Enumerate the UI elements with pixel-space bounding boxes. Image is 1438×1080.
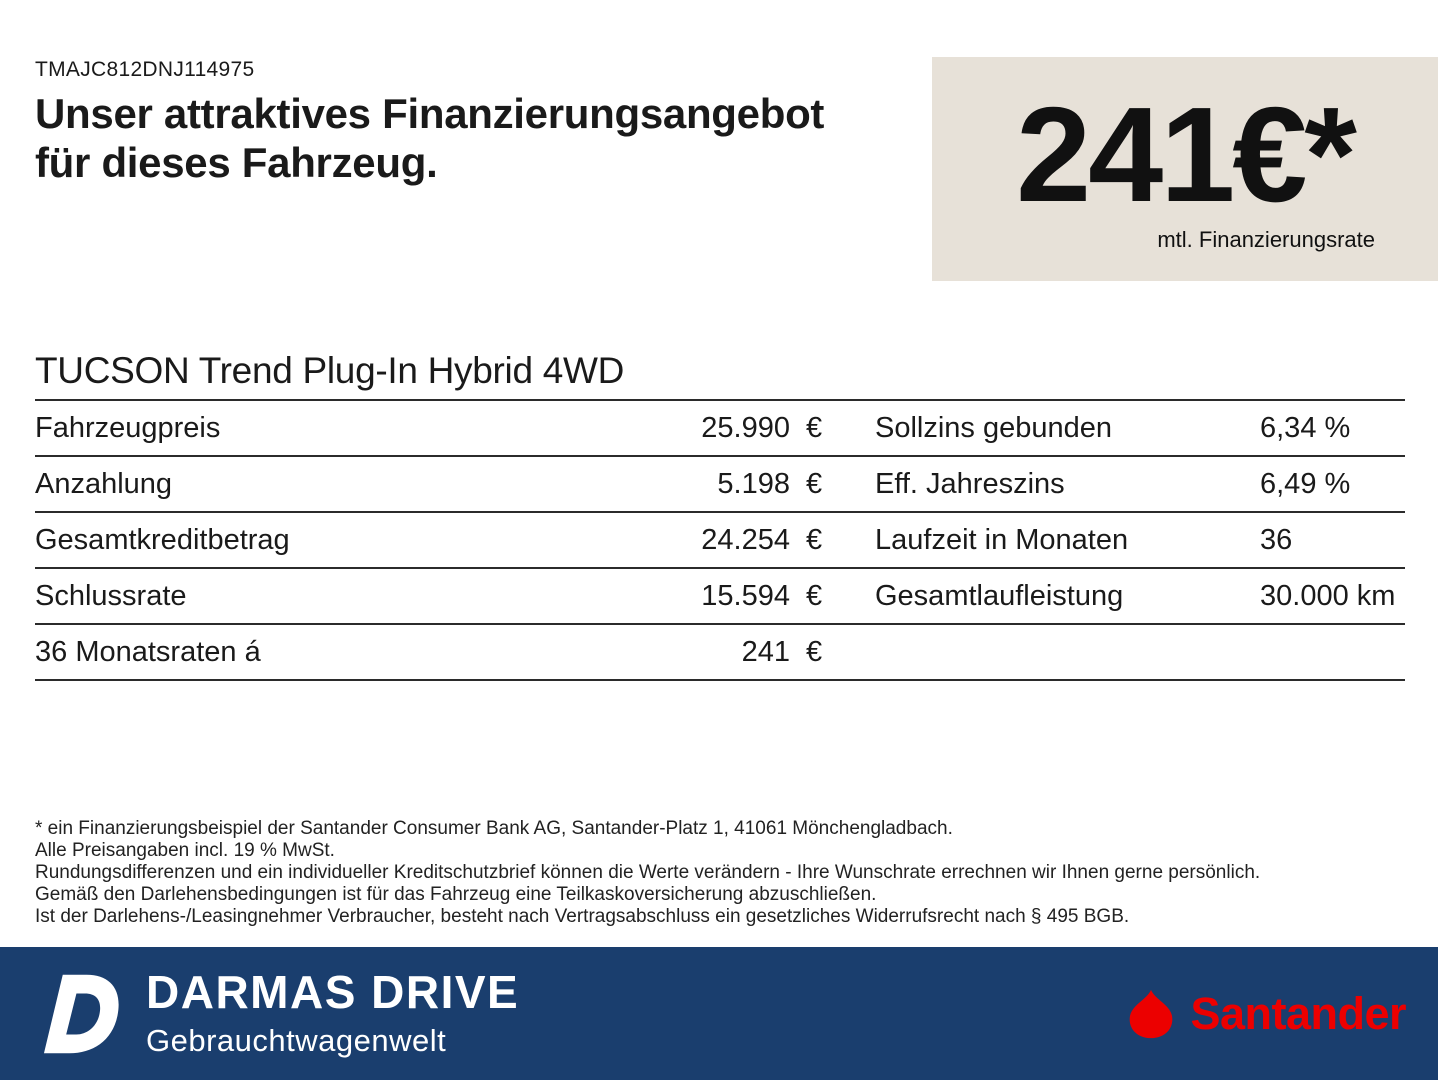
finance-value-left: 241 [741,635,790,668]
finance-row-fahrzeugpreis: Fahrzeugpreis 25.990 € Sollzins gebunden… [35,401,1405,457]
finance-unit-left: € [806,467,823,500]
finance-value-left: 15.594 [701,579,790,612]
finance-label-left: Gesamtkreditbetrag [35,523,290,556]
finance-row-schlussrate: Schlussrate 15.594 € Gesamtlaufleistung … [35,569,1405,625]
dealer-logo: DARMAS DRIVE Gebrauchtwagenwelt [0,967,519,1061]
dealer-subtitle: Gebrauchtwagenwelt [146,1022,447,1058]
vehicle-title: TUCSON Trend Plug-In Hybrid 4WD [35,350,1405,401]
monthly-rate-amount: 241€* [1016,79,1357,230]
finance-value-right: 36 [1260,523,1293,556]
footnote-line: Gemäß den Darlehensbedingungen ist für d… [35,884,877,905]
finance-label-left: 36 Monatsraten á [35,635,261,668]
page-title-line1: Unser attraktives Finanzierungsangebot [35,90,825,137]
santander-logo: Santander [1122,988,1438,1040]
finance-row-anzahlung: Anzahlung 5.198 € Eff. Jahreszins 6,49 % [35,457,1405,513]
finance-unit-left: € [806,523,823,556]
footnote-line: * ein Finanzierungsbeispiel der Santande… [35,818,953,839]
finance-label-right: Sollzins gebunden [875,411,1113,444]
finance-row-monatsraten: 36 Monatsraten á 241 € [35,625,1405,681]
finance-value-right: 30.000 km [1260,579,1396,612]
finance-label-right: Eff. Jahreszins [875,467,1065,500]
finance-label-right: Gesamtlaufleistung [875,579,1124,612]
finance-offer-table: TUCSON Trend Plug-In Hybrid 4WD Fahrzeug… [35,350,1405,681]
finance-value-left: 24.254 [701,523,790,556]
footnote-line: Alle Preisangaben incl. 19 % MwSt. [35,840,335,861]
finance-unit-left: € [806,635,823,668]
dealer-text-block: DARMAS DRIVE Gebrauchtwagenwelt [146,968,519,1058]
dealer-d-icon [43,974,119,1053]
finance-value-right: 6,34 % [1260,411,1351,444]
finance-value-right: 6,49 % [1260,467,1351,500]
finance-value-left: 25.990 [701,411,790,444]
finance-label-left: Fahrzeugpreis [35,411,221,444]
footnote-line: Rundungsdifferenzen und ein individuelle… [35,862,1261,883]
finance-value-left: 5.198 [717,467,790,500]
finance-label-right: Laufzeit in Monaten [875,523,1129,556]
finance-label-left: Anzahlung [35,467,173,500]
santander-wordmark: Santander [1190,987,1406,1039]
footer-bar: DARMAS DRIVE Gebrauchtwagenwelt Santande… [0,947,1438,1080]
dealer-name: DARMAS DRIVE [146,966,520,1019]
finance-unit-left: € [806,411,823,444]
finance-unit-left: € [806,579,823,612]
page-title: Unser attraktives Finanzierungsangebot f… [35,90,824,187]
finance-row-gesamtkreditbetrag: Gesamtkreditbetrag 24.254 € Laufzeit in … [35,513,1405,569]
page-title-line2: für dieses Fahrzeug. [35,138,438,186]
santander-flame-icon [1130,989,1173,1038]
vin-number: TMAJC812DNJ114975 [35,58,255,81]
footnote-line: Ist der Darlehens-/Leasingnehmer Verbrau… [35,906,1130,927]
legal-footnotes: * ein Finanzierungsbeispiel der Santande… [35,818,1405,928]
finance-label-left: Schlussrate [35,579,187,612]
monthly-rate-box: 241€* mtl. Finanzierungsrate [932,57,1438,281]
monthly-rate-caption: mtl. Finanzierungsrate [1157,227,1375,252]
